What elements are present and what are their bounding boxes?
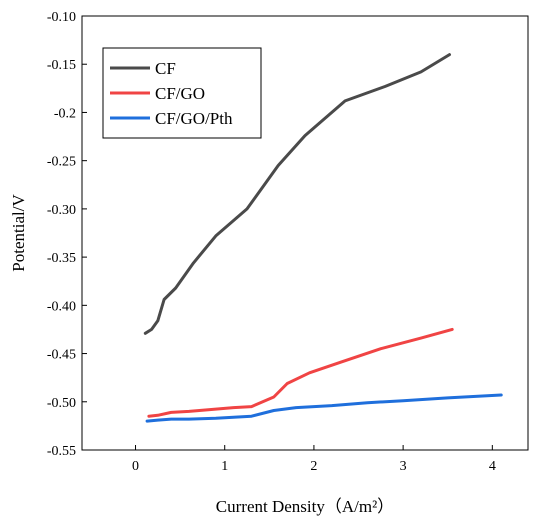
y-tick-label: -0.45: [47, 348, 76, 363]
plot-frame: [81, 15, 529, 451]
series-line-cf-go-pth: [145, 393, 503, 423]
legend-label: CF: [155, 59, 176, 78]
y-tick-label: -0.2: [54, 106, 76, 121]
y-tick-label: -0.15: [47, 58, 76, 73]
y-tick-label: -0.50: [47, 396, 76, 411]
y-tick-label: -0.10: [47, 10, 76, 25]
series-line-cf-go: [147, 327, 454, 418]
y-tick-label: -0.40: [47, 299, 76, 314]
x-tick-label: 2: [310, 459, 317, 474]
data-series: [143, 53, 503, 423]
x-tick-label: 4: [489, 459, 496, 474]
axis-ticks: 0 1 2 3 4 -0.10 -0.15 -0.2 -0.25 -0.30 -0.35 -0.40 -…: [47, 10, 496, 474]
y-axis-label: Potential/V: [9, 194, 28, 272]
y-tick-label: -0.25: [47, 155, 76, 170]
x-axis-label: Current Density（A/m²）: [216, 497, 394, 516]
legend-label: CF/GO: [155, 84, 205, 103]
x-tick-label: 0: [132, 459, 139, 474]
y-tick-label: -0.35: [47, 251, 76, 266]
legend-label: CF/GO/Pth: [155, 109, 233, 128]
y-tick-label: -0.30: [47, 203, 76, 218]
x-tick-label: 3: [400, 459, 407, 474]
y-tick-label: -0.55: [47, 444, 76, 459]
x-tick-label: 1: [221, 459, 228, 474]
legend: CF CF/GO CF/GO/Pth: [102, 47, 262, 139]
series-line-cf: [143, 53, 451, 335]
